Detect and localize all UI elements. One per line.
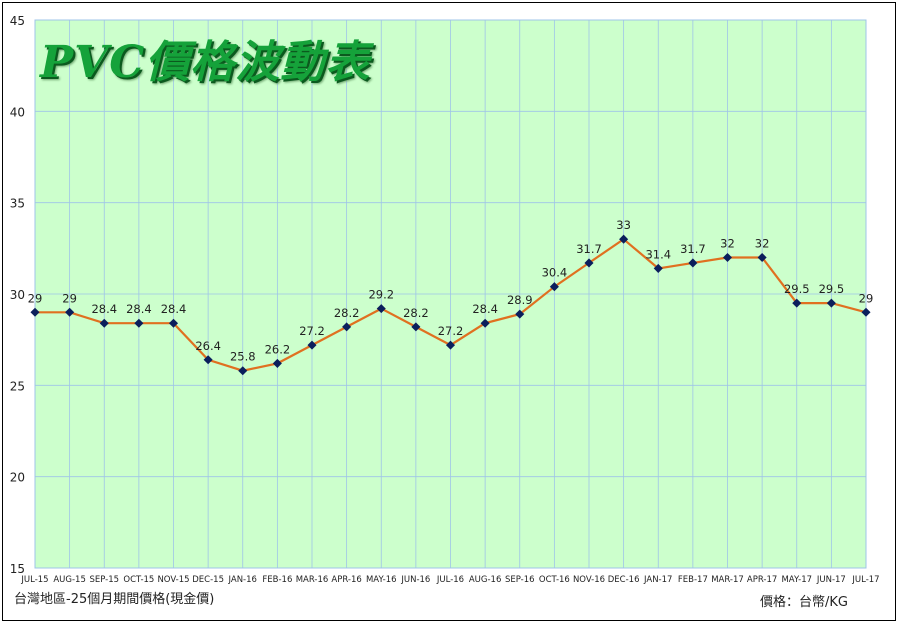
data-label: 28.4: [91, 302, 117, 316]
unit-note: 價格：台幣/KG: [760, 595, 848, 610]
x-tick-label: JUN-17: [816, 575, 846, 585]
data-label: 33: [616, 218, 631, 232]
x-tick-label: AUG-15: [53, 575, 86, 585]
y-tick-label: 45: [10, 14, 25, 28]
data-label: 29: [62, 291, 77, 305]
y-tick-label: 30: [10, 288, 25, 302]
data-point: [99, 318, 109, 328]
data-label: 29.5: [784, 282, 810, 296]
x-tick-label: APR-17: [747, 575, 777, 585]
x-tick-label: MAR-16: [296, 575, 329, 585]
y-tick-label: 40: [10, 105, 25, 119]
data-label: 27.2: [438, 324, 464, 338]
x-tick-label: NOV-15: [157, 575, 189, 585]
x-tick-label: OCT-15: [123, 575, 154, 585]
x-tick-label: DEC-15: [192, 575, 224, 585]
x-tick-label: FEB-17: [678, 575, 708, 585]
chart-title: PVC價格波動表: [40, 37, 371, 88]
data-point: [549, 282, 559, 292]
data-label: 30.4: [542, 266, 568, 280]
data-point: [168, 318, 179, 328]
x-tick-label: SEP-16: [505, 575, 535, 585]
data-label: 31.7: [576, 242, 602, 256]
data-point: [238, 366, 248, 376]
x-tick-label: JUL-17: [851, 575, 879, 585]
y-tick-label: 15: [10, 562, 25, 576]
data-label: 29: [28, 291, 43, 305]
data-point: [134, 318, 144, 328]
data-point: [203, 355, 213, 365]
data-point: [584, 258, 594, 268]
footer-note: 台灣地區-25個月期間價格(現金價): [14, 592, 215, 607]
data-label: 28.4: [161, 302, 187, 316]
data-label: 29.2: [368, 288, 394, 302]
data-label: 28.2: [403, 306, 429, 320]
data-label: 25.8: [230, 350, 256, 364]
y-tick-label: 35: [10, 197, 25, 211]
x-tick-label: JUL-16: [436, 575, 464, 585]
x-tick-label: JUL-15: [20, 575, 48, 585]
data-label: 26.2: [265, 342, 291, 356]
data-point: [65, 307, 75, 317]
data-label: 32: [720, 236, 735, 250]
data-point: [30, 307, 40, 317]
data-label: 31.7: [680, 242, 706, 256]
y-tick-label: 20: [10, 471, 25, 485]
data-point: [861, 307, 871, 317]
x-tick-label: MAY-16: [366, 575, 397, 585]
x-tick-label: MAY-17: [781, 575, 812, 585]
data-label: 32: [755, 236, 770, 250]
x-tick-label: FEB-16: [262, 575, 292, 585]
x-tick-label: JUN-16: [400, 575, 430, 585]
data-label: 26.4: [195, 339, 221, 353]
data-label: 28.2: [334, 306, 360, 320]
x-tick-label: OCT-16: [539, 575, 570, 585]
data-label: 29: [859, 291, 874, 305]
data-label: 28.4: [472, 302, 498, 316]
x-tick-label: AUG-16: [469, 575, 502, 585]
x-tick-label: NOV-16: [573, 575, 605, 585]
x-tick-label: SEP-15: [89, 575, 119, 585]
x-tick-label: JAN-16: [228, 575, 257, 585]
data-point: [688, 258, 698, 268]
x-tick-label: MAR-17: [711, 575, 744, 585]
data-label: 28.4: [126, 302, 152, 316]
x-tick-label: DEC-16: [608, 575, 640, 585]
data-label: 31.4: [645, 247, 671, 261]
data-label: 27.2: [299, 324, 325, 338]
data-label: 29.5: [819, 282, 845, 296]
x-tick-label: APR-16: [331, 575, 361, 585]
data-point: [515, 309, 525, 319]
y-tick-label: 25: [10, 379, 25, 393]
data-label: 28.9: [507, 293, 533, 307]
x-tick-label: JAN-17: [643, 575, 672, 585]
